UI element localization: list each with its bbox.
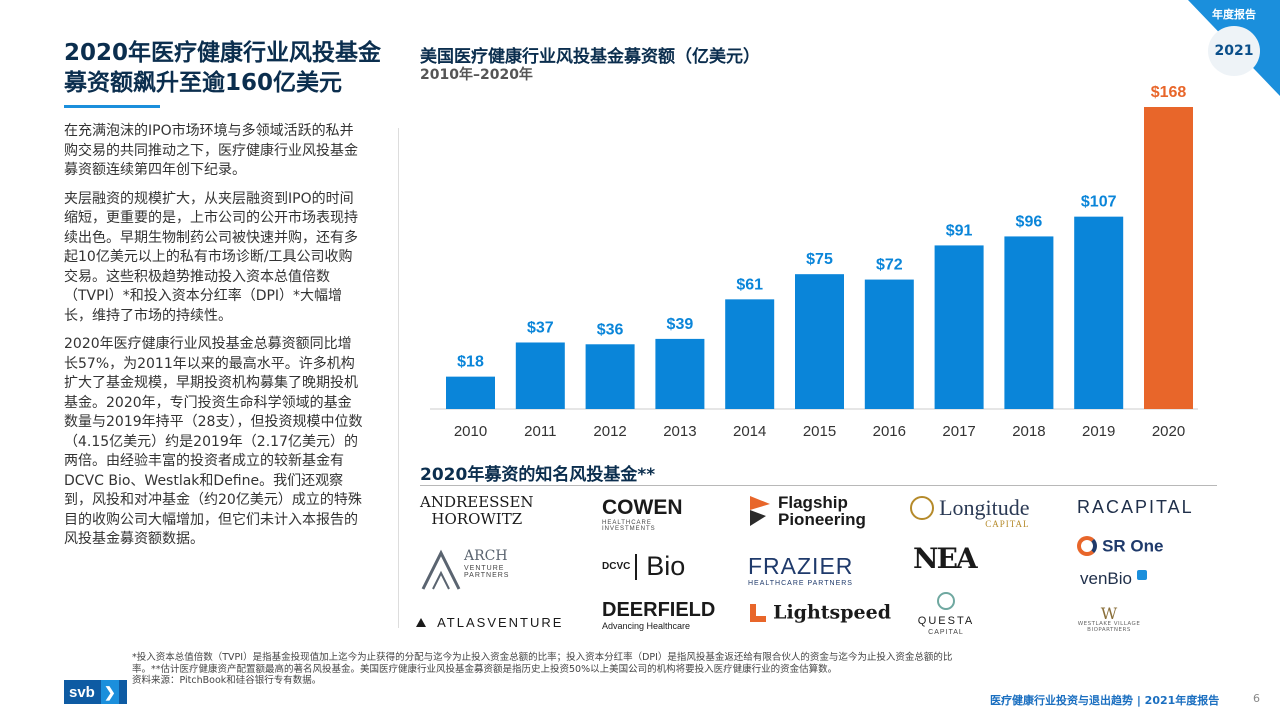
bar-2015 [795,274,844,409]
chart-title: 美国医疗健康行业风投基金募资额（亿美元） [420,47,760,67]
corner-label: 年度报告 [1212,8,1256,21]
x-tick-2018: 2018 [1012,423,1045,440]
bar-2014 [725,299,775,409]
footer-report-title: 医疗健康行业投资与退出趋势 | 2021年度报告 [990,694,1220,707]
nea-logo: NEA [913,542,978,575]
lightspeed-mark-icon [750,604,766,622]
value-label-2014: $61 [736,276,763,293]
value-label-2013: $39 [667,316,694,333]
bar-2013 [655,338,705,409]
footnote-source: 资料来源：PitchBook和硅谷银行专有数据。 [132,675,322,686]
venbio-logo: venBio [1080,570,1148,587]
value-label-2015: $75 [806,251,833,268]
x-tick-2019: 2019 [1082,423,1115,440]
funds-divider [420,485,1217,486]
paragraph: 夹层融资的规模扩大，从夹层融资到IPO的时间缩短，更重要的是，上市公司的公开市场… [64,190,358,324]
atlas-venture-logo: ATLASVENTURE [416,614,563,630]
x-tick-2015: 2015 [803,423,836,440]
value-label-2018: $96 [1016,213,1043,230]
westlake-w-icon: W [1100,604,1118,623]
funds-title: 2020年募资的知名风投基金** [420,465,656,485]
page-number: 6 [1253,692,1260,705]
ra-capital-logo: RACAPITAL [1077,497,1194,517]
sr-one-swirl-icon [1077,536,1097,556]
andreessen-horowitz-logo: ANDREESSEN HOROWITZ [420,493,534,528]
bar-2016 [864,279,914,409]
body-text: 在充满泡沫的IPO市场环境与多领域活跃的私并购交易的共同推动之下，医疗健康行业风… [64,122,364,559]
atlas-mark-icon [416,618,426,627]
value-label-2010: $18 [457,354,484,371]
page-title: 2020年医疗健康行业风投基金募资额飙升至逾160亿美元 [64,40,382,96]
value-label-2017: $91 [946,222,973,239]
questa-q-icon [937,592,955,610]
bar-2020 [1144,107,1193,409]
bar-2010 [446,376,495,409]
footnote: *投入资本总值倍数（TVPI）是指基金投现值加上迄今为止获得的分配与迄今为止投入… [132,652,962,687]
longitude-globe-icon [910,496,934,520]
paragraph: 2020年医疗健康行业风投基金总募资额同比增长57%，为2011年以来的最高水平… [64,336,363,547]
value-label-2011: $37 [527,319,554,336]
year-badge: 2021 [1208,26,1260,76]
arch-mark-icon [421,549,461,590]
lightspeed-logo: Lightspeed [748,602,891,624]
value-label-2020: $168 [1151,84,1187,101]
flagship-flag-icon [750,496,770,526]
x-tick-2013: 2013 [663,423,696,440]
x-tick-2020: 2020 [1152,423,1185,440]
cowen-logo: COWEN HEALTHCARE INVESTMENTS [602,496,683,532]
column-divider [398,128,399,628]
bar-2017 [934,245,984,409]
bar-chart: $18 2010 $37 2011 $36 2012 $39 2013 $61 2014 $75 20… [430,84,1198,440]
footnote-definitions: *投入资本总值倍数（TVPI）是指基金投现值加上迄今为止获得的分配与迄今为止投入… [132,652,953,675]
value-label-2012: $36 [597,321,624,338]
bar-2019 [1074,216,1124,409]
svb-logo: svb ❯ [64,680,127,704]
deerfield-logo: DEERFIELD Advancing Healthcare [602,599,716,631]
paragraph: 在充满泡沫的IPO市场环境与多领域活跃的私并购交易的共同推动之下，医疗健康行业风… [64,123,358,178]
bar-2011 [515,342,565,409]
frazier-healthcare-logo: FRAZIER HEALTHCARE PARTNERS [748,553,854,588]
x-tick-2012: 2012 [593,423,626,440]
chart-subtitle: 2010年–2020年 [420,67,533,83]
value-label-2016: $72 [876,257,903,274]
x-tick-2011: 2011 [524,423,556,440]
longitude-capital-logo: Longitude CAPITAL [910,496,1030,529]
x-tick-2017: 2017 [942,423,975,440]
westlake-village-logo: W WESTLAKE VILLAGE BIOPARTNERS [1073,606,1145,633]
x-tick-2016: 2016 [873,423,906,440]
x-tick-2014: 2014 [733,423,766,440]
dcvc-bio-logo: DCVC Bio [602,551,686,581]
arch-venture-partners-logo: ARCH VENTURE PARTNERS [420,549,509,590]
bar-2012 [585,344,635,409]
x-tick-2010: 2010 [454,423,487,440]
title-underline [64,105,160,108]
flagship-pioneering-logo: Flagship Pioneering [746,494,866,528]
questa-capital-logo: QUESTA CAPITAL [910,592,982,636]
sr-one-logo: SR One [1077,536,1164,556]
bar-2018 [1004,236,1054,409]
venbio-mark-icon [1137,570,1148,580]
value-label-2019: $107 [1081,194,1117,211]
chevron-right-icon: ❯ [100,680,119,704]
